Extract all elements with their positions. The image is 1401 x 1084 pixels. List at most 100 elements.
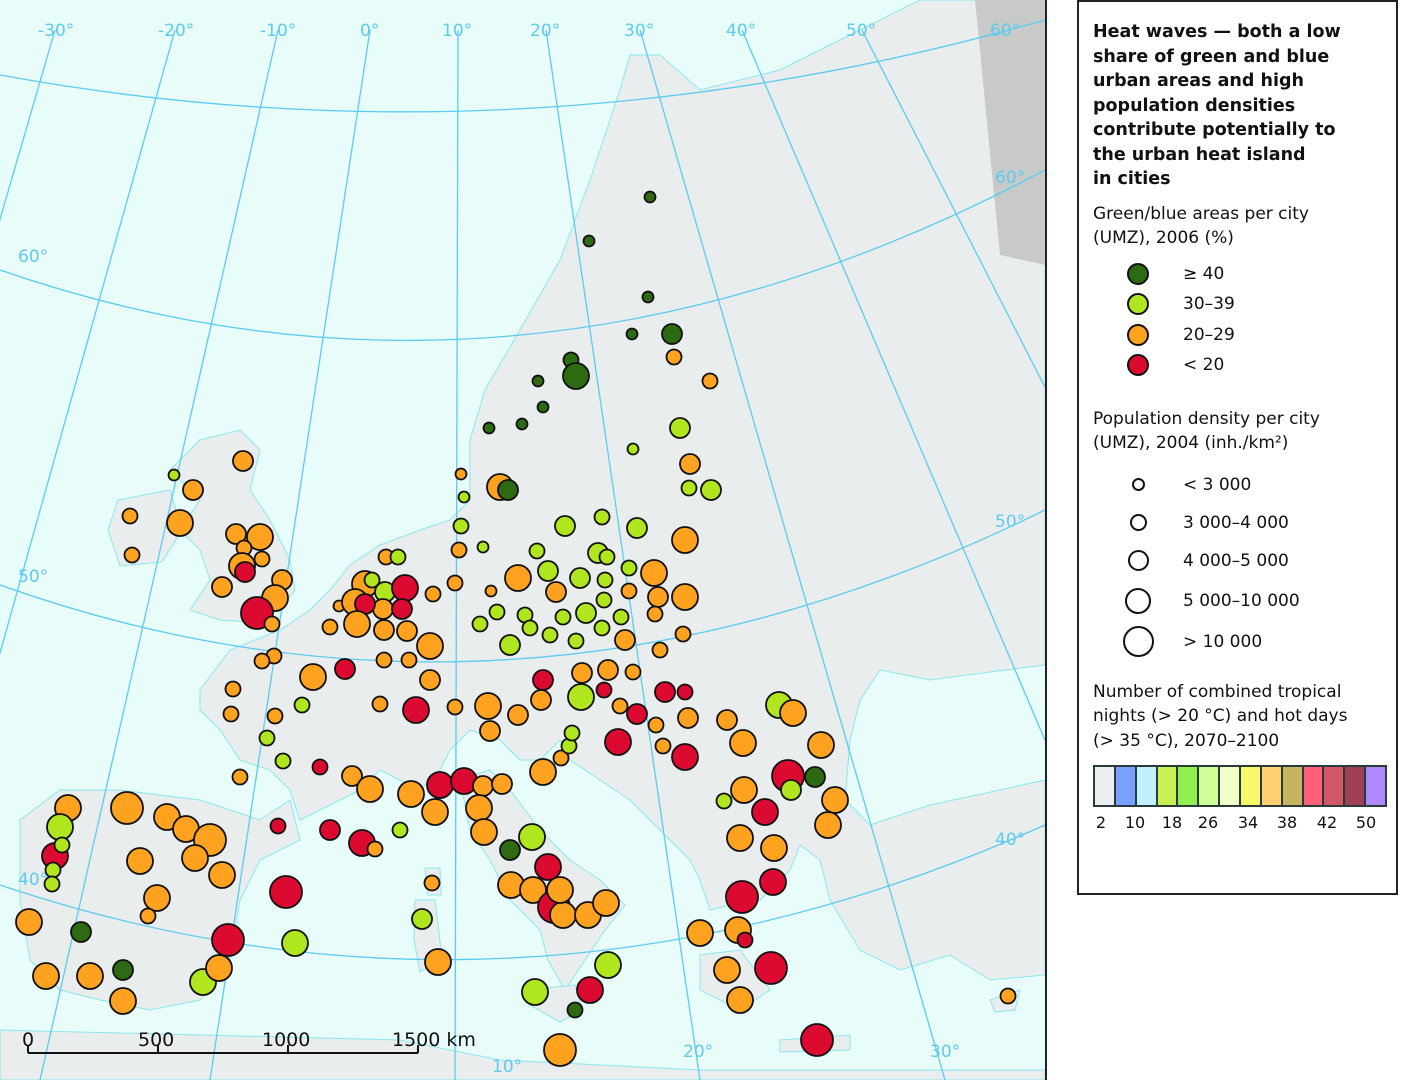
- city-marker[interactable]: [32, 962, 60, 990]
- city-marker[interactable]: [491, 773, 513, 795]
- city-marker[interactable]: [541, 626, 559, 644]
- city-marker[interactable]: [222, 705, 240, 723]
- city-marker[interactable]: [402, 696, 430, 724]
- city-marker[interactable]: [424, 585, 442, 603]
- city-marker[interactable]: [123, 546, 141, 564]
- city-marker[interactable]: [484, 584, 498, 598]
- city-marker[interactable]: [293, 696, 311, 714]
- city-marker[interactable]: [488, 603, 506, 621]
- city-marker[interactable]: [46, 813, 74, 841]
- city-marker[interactable]: [821, 786, 849, 814]
- city-marker[interactable]: [110, 791, 144, 825]
- city-marker[interactable]: [736, 931, 754, 949]
- city-marker[interactable]: [575, 602, 597, 624]
- city-marker[interactable]: [53, 836, 71, 854]
- city-marker[interactable]: [446, 698, 464, 716]
- city-marker[interactable]: [205, 954, 233, 982]
- city-marker[interactable]: [676, 683, 694, 701]
- city-marker[interactable]: [596, 571, 614, 589]
- city-marker[interactable]: [421, 798, 449, 826]
- city-marker[interactable]: [674, 625, 692, 643]
- city-marker[interactable]: [269, 875, 303, 909]
- city-marker[interactable]: [166, 509, 194, 537]
- city-marker[interactable]: [43, 875, 61, 893]
- city-marker[interactable]: [569, 567, 591, 589]
- city-marker[interactable]: [713, 956, 741, 984]
- city-marker[interactable]: [334, 658, 356, 680]
- city-marker[interactable]: [536, 400, 550, 414]
- city-marker[interactable]: [211, 923, 245, 957]
- city-marker[interactable]: [686, 919, 714, 947]
- city-marker[interactable]: [389, 548, 407, 566]
- city-marker[interactable]: [479, 720, 501, 742]
- city-marker[interactable]: [211, 576, 233, 598]
- city-marker[interactable]: [224, 680, 242, 698]
- city-marker[interactable]: [677, 707, 699, 729]
- city-marker[interactable]: [665, 348, 683, 366]
- city-marker[interactable]: [549, 901, 577, 929]
- city-marker[interactable]: [640, 559, 668, 587]
- city-marker[interactable]: [529, 758, 557, 786]
- city-marker[interactable]: [321, 618, 339, 636]
- city-marker[interactable]: [669, 417, 691, 439]
- city-marker[interactable]: [470, 818, 498, 846]
- city-marker[interactable]: [576, 976, 604, 1004]
- city-marker[interactable]: [661, 323, 683, 345]
- city-marker[interactable]: [143, 884, 171, 912]
- city-marker[interactable]: [109, 987, 137, 1015]
- city-marker[interactable]: [126, 847, 154, 875]
- city-marker[interactable]: [562, 362, 590, 390]
- city-marker[interactable]: [411, 908, 433, 930]
- city-marker[interactable]: [643, 190, 657, 204]
- city-marker[interactable]: [554, 515, 576, 537]
- city-marker[interactable]: [595, 681, 613, 699]
- city-marker[interactable]: [482, 421, 496, 435]
- city-marker[interactable]: [391, 821, 409, 839]
- city-marker[interactable]: [253, 652, 271, 670]
- city-marker[interactable]: [725, 880, 759, 914]
- city-marker[interactable]: [474, 692, 502, 720]
- city-marker[interactable]: [641, 290, 655, 304]
- city-marker[interactable]: [543, 1033, 577, 1067]
- city-marker[interactable]: [139, 907, 157, 925]
- city-marker[interactable]: [592, 889, 620, 917]
- city-marker[interactable]: [182, 479, 204, 501]
- city-marker[interactable]: [726, 986, 754, 1014]
- city-marker[interactable]: [804, 766, 826, 788]
- city-marker[interactable]: [530, 689, 552, 711]
- city-marker[interactable]: [626, 703, 648, 725]
- city-marker[interactable]: [363, 571, 381, 589]
- city-marker[interactable]: [299, 663, 327, 691]
- city-marker[interactable]: [715, 792, 733, 810]
- city-marker[interactable]: [231, 768, 249, 786]
- city-marker[interactable]: [311, 758, 329, 776]
- city-marker[interactable]: [999, 987, 1017, 1005]
- city-marker[interactable]: [624, 663, 642, 681]
- city-marker[interactable]: [246, 523, 274, 551]
- city-marker[interactable]: [518, 823, 546, 851]
- city-marker[interactable]: [726, 824, 754, 852]
- city-marker[interactable]: [545, 581, 567, 603]
- city-marker[interactable]: [800, 1023, 834, 1057]
- city-marker[interactable]: [582, 234, 596, 248]
- city-marker[interactable]: [319, 819, 341, 841]
- city-marker[interactable]: [499, 839, 521, 861]
- city-marker[interactable]: [646, 605, 664, 623]
- city-marker[interactable]: [519, 876, 547, 904]
- city-marker[interactable]: [476, 540, 490, 554]
- city-marker[interactable]: [814, 811, 842, 839]
- city-marker[interactable]: [679, 453, 701, 475]
- city-marker[interactable]: [759, 868, 787, 896]
- city-marker[interactable]: [671, 583, 699, 611]
- city-marker[interactable]: [497, 479, 519, 501]
- city-marker[interactable]: [612, 608, 630, 626]
- city-marker[interactable]: [620, 559, 638, 577]
- city-marker[interactable]: [167, 468, 181, 482]
- city-marker[interactable]: [465, 794, 493, 822]
- city-marker[interactable]: [457, 490, 471, 504]
- city-marker[interactable]: [70, 921, 92, 943]
- city-marker[interactable]: [647, 586, 669, 608]
- city-marker[interactable]: [680, 479, 698, 497]
- city-marker[interactable]: [521, 619, 539, 637]
